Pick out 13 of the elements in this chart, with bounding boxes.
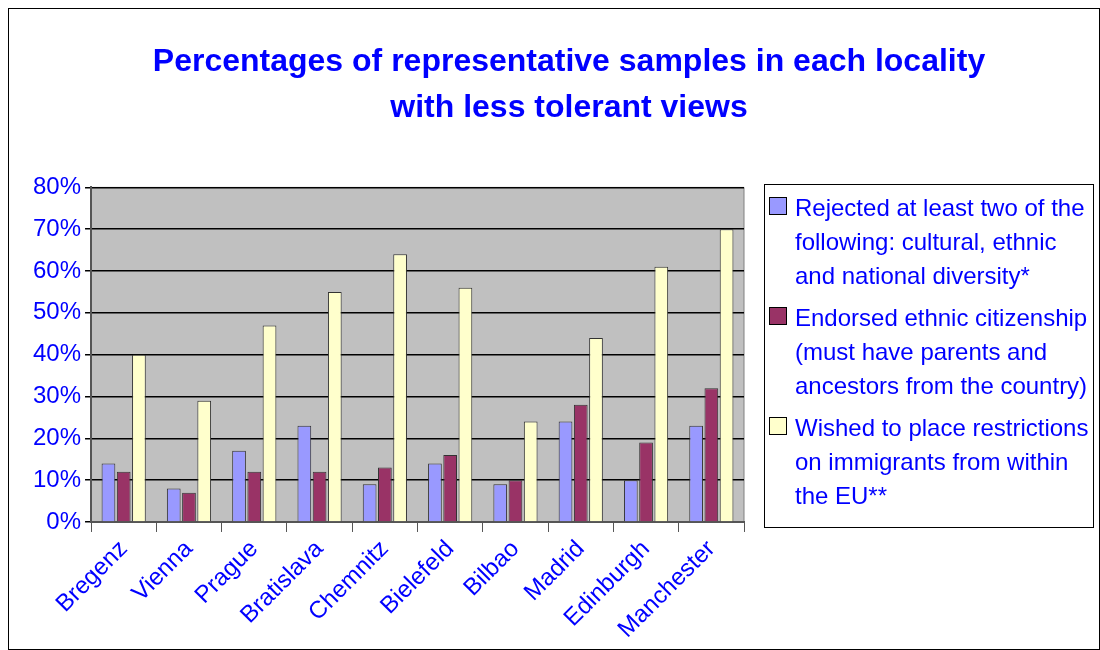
y-tick-label: 40% [32, 339, 82, 367]
chart-title: Percentages of representative samples in each locality with less tolerant views [151, 41, 987, 126]
y-tick-label: 70% [32, 213, 82, 241]
legend-label: Rejected at least two of the following: cultural, ethnic and national diversity* [795, 193, 1086, 291]
y-tick-label: 10% [32, 464, 82, 492]
legend-label: Endorsed ethnic citizenship (must have parents and ancestors from the country) [795, 303, 1089, 401]
y-tick-label: 50% [32, 297, 82, 325]
y-tick-label: 60% [32, 255, 82, 283]
y-tick-label: 20% [32, 422, 82, 450]
legend-label: Wished to place restrictions on immigrants from within the EU** [795, 413, 1089, 511]
y-tick-label: 30% [32, 381, 82, 409]
y-tick-label: 0% [46, 506, 82, 534]
y-tick-label: 80% [32, 172, 82, 200]
